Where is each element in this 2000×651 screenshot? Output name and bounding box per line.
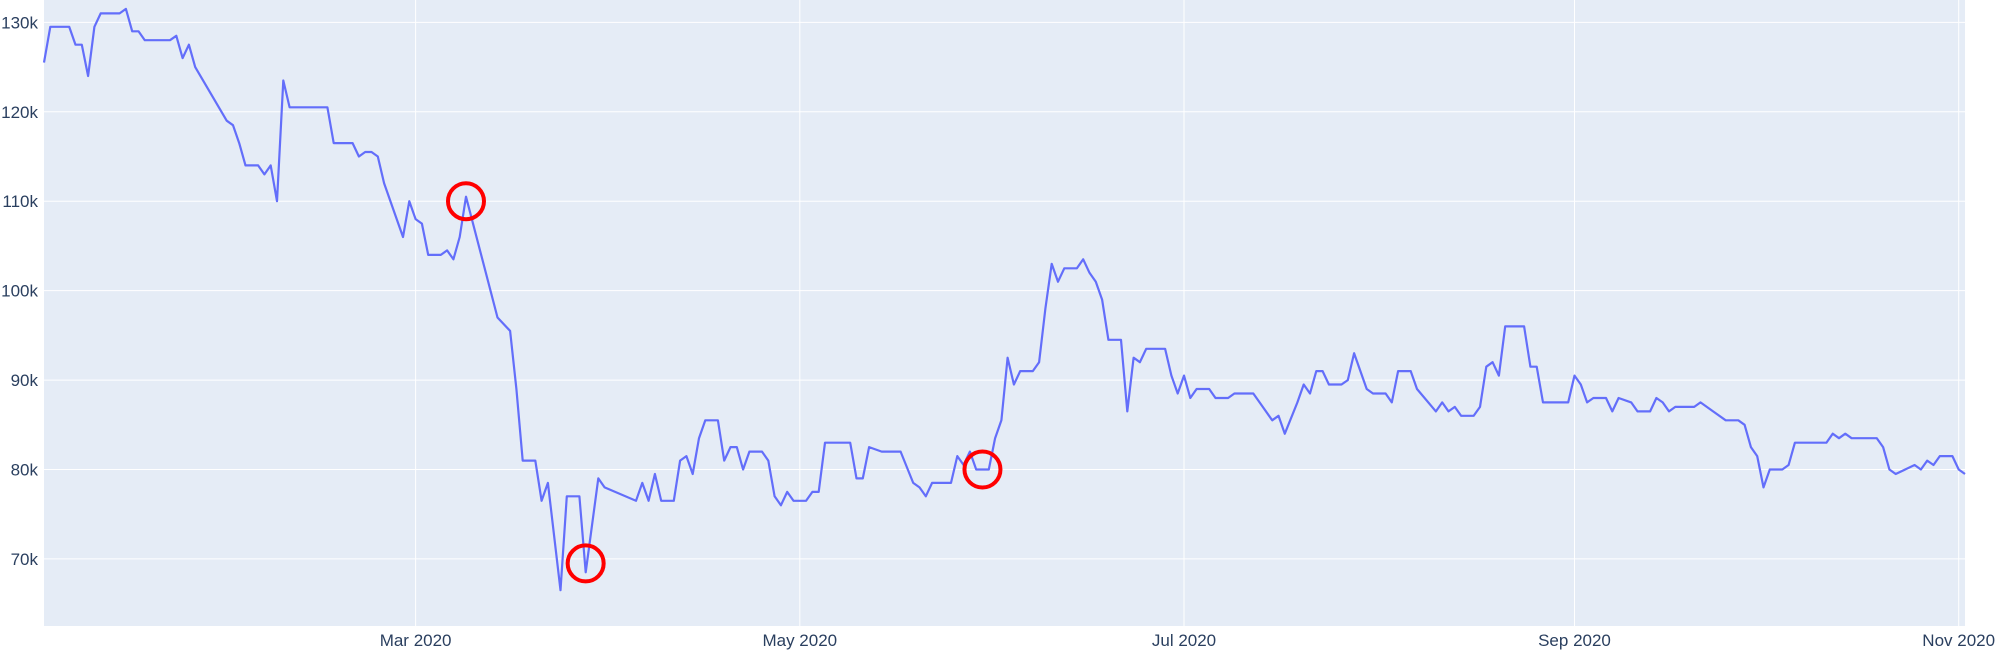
highlight-ring	[962, 449, 1003, 490]
y-tick-label: 100k	[1, 282, 38, 301]
gridlines	[44, 0, 1965, 626]
x-tick-label: Jul 2020	[1152, 631, 1216, 650]
highlight-markers	[445, 181, 1003, 584]
series-layer	[42, 7, 1966, 592]
y-tick-label: 80k	[11, 461, 39, 480]
highlight-ring	[445, 181, 486, 222]
x-tick-label: Mar 2020	[380, 631, 452, 650]
y-tick-label: 130k	[1, 13, 38, 32]
plot-background	[44, 0, 1965, 626]
x-tick-label: Sep 2020	[1538, 631, 1611, 650]
x-tick-label: May 2020	[762, 631, 837, 650]
y-tick-label: 90k	[11, 371, 39, 390]
x-axis-ticks: Mar 2020 May 2020 Jul 2020 Sep 2020 Nov 2020	[380, 631, 1995, 650]
y-tick-label: 110k	[2, 192, 38, 211]
highlight-ring	[565, 543, 606, 584]
y-tick-label: 120k	[1, 103, 38, 122]
x-tick-label: Nov 2020	[1922, 631, 1995, 650]
series-line	[42, 7, 1966, 592]
y-axis-ticks: 70k 80k 90k 100k 110k 120k 130k	[1, 13, 38, 569]
y-tick-label: 70k	[11, 550, 39, 569]
